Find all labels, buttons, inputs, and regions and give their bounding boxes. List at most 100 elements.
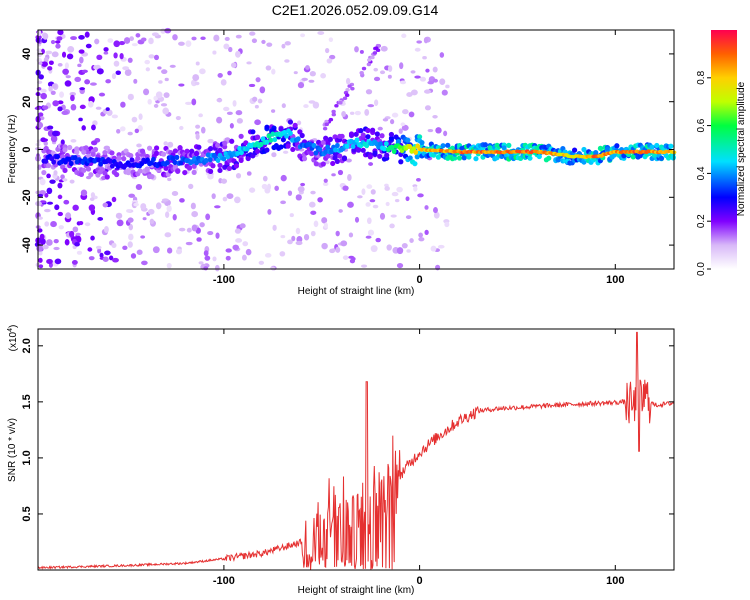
spectrogram-cell — [103, 226, 109, 233]
spectrogram-cell — [79, 87, 86, 91]
spectrogram-cell — [399, 80, 407, 85]
spectrogram-cell — [482, 142, 488, 148]
spectrogram-cell — [220, 178, 228, 184]
spectrogram-cell — [198, 113, 203, 118]
spectrogram-cell — [63, 199, 70, 205]
spectrogram-cell — [266, 133, 272, 139]
spectrogram-cell — [670, 154, 676, 160]
spectrogram-cell — [45, 162, 52, 169]
spectrogram-cell — [54, 204, 60, 211]
spectrogram-cell — [385, 201, 390, 207]
spectrogram-cell — [178, 160, 184, 166]
spectrogram-cell — [208, 168, 214, 174]
chart-title: C2E1.2026.052.09.09.G14 — [272, 2, 439, 18]
spectrogram-cell — [226, 165, 232, 172]
spectrogram-cell — [191, 224, 198, 232]
spectrogram-cell — [143, 88, 150, 96]
spectrogram-cell — [61, 110, 69, 116]
spectrogram-cell — [359, 49, 364, 54]
spectrogram-cell — [229, 138, 235, 144]
y-tick-label: 20 — [21, 96, 33, 108]
spectrogram-cell — [58, 225, 64, 230]
spectrogram-cell — [413, 149, 419, 155]
spectrogram-cell — [47, 125, 54, 130]
spectrogram-cell — [335, 142, 340, 149]
spectrogram-cell — [320, 73, 327, 79]
spectrogram-cell — [144, 167, 150, 173]
spectrogram-cell — [309, 71, 316, 77]
spectrogram-cell — [42, 138, 49, 142]
spectrogram-cell — [42, 32, 49, 40]
spectrogram-cell — [72, 226, 79, 233]
spectrogram-cell — [85, 166, 92, 172]
top-x-axis-label: Height of straight line (km) — [298, 286, 415, 297]
spectrogram-cell — [62, 147, 68, 153]
spectrogram-cell — [177, 145, 183, 151]
spectrogram-cell — [62, 167, 68, 174]
spectrogram-cell — [53, 238, 59, 244]
y-tick-label: 1.0 — [21, 450, 33, 465]
spectrogram-cell — [178, 83, 185, 87]
spectrogram-cell — [373, 67, 379, 72]
spectrogram-cell — [213, 34, 220, 42]
spectrogram-cell — [87, 247, 93, 252]
spectrogram-cell — [268, 137, 274, 143]
spectrogram-cell — [116, 155, 122, 161]
spectrogram-cell — [127, 57, 133, 63]
spectrogram-cell — [456, 155, 463, 161]
spectrogram-cell — [374, 131, 380, 137]
spectrogram-cell — [120, 126, 126, 132]
spectrogram-cell — [310, 230, 316, 237]
spectrogram-cell — [95, 106, 102, 110]
spectrogram-cell — [217, 162, 223, 168]
spectrogram-cell — [271, 152, 277, 158]
spectrogram-cell — [190, 202, 196, 210]
spectrogram-cell — [295, 240, 303, 246]
spectrogram-cell — [67, 144, 73, 151]
spectrogram-cell — [90, 235, 95, 241]
spectrogram-cell — [381, 146, 387, 152]
spectrogram-cell — [331, 173, 336, 177]
spectrogram-cell — [119, 52, 124, 60]
spectrogram-cell — [111, 73, 117, 80]
spectrogram-cell — [389, 119, 395, 125]
spectrogram-cell — [308, 79, 315, 83]
colorbar-tick-label: 0.8 — [696, 70, 707, 84]
spectrogram-cell — [264, 139, 270, 145]
spectrogram-cell — [297, 186, 305, 193]
spectrogram-cell — [391, 191, 399, 197]
colorbar-tick-label: 0.4 — [696, 166, 707, 180]
spectrogram-cell — [249, 187, 256, 193]
spectrogram-cell — [195, 61, 200, 66]
spectrogram-cell — [144, 59, 150, 65]
spectrogram-cell — [152, 246, 160, 254]
spectrogram-cell — [433, 207, 438, 214]
spectrogram-cell — [133, 78, 138, 84]
spectrogram-cell — [57, 211, 63, 217]
spectrogram-cell — [84, 222, 91, 227]
spectrogram-cell — [262, 175, 268, 182]
spectrogram-cell — [384, 152, 390, 158]
spectrogram-cell — [57, 194, 63, 200]
spectrogram-cell — [317, 31, 325, 35]
spectrogram-cell — [164, 232, 172, 238]
spectrogram-marks — [34, 27, 677, 272]
spectrogram-cell — [342, 96, 348, 101]
spectrogram-cell — [289, 213, 294, 218]
spectrogram-cell — [140, 235, 146, 239]
spectrogram-cell — [367, 154, 373, 160]
spectrogram-cell — [225, 248, 232, 253]
spectrogram-cell — [131, 43, 138, 47]
spectrogram-cell — [329, 248, 336, 254]
spectrogram-cell — [95, 245, 102, 250]
top-y-ticks: -40 -20 0 20 40 — [21, 48, 674, 253]
spectrogram-cell — [220, 79, 227, 86]
spectrogram-cell — [93, 65, 99, 70]
spectrogram-cell — [334, 103, 339, 108]
spectrogram-cell — [83, 145, 89, 151]
spectrogram-cell — [368, 162, 374, 166]
spectrogram-cell — [61, 51, 67, 58]
spectrogram-cell — [155, 91, 163, 99]
spectrogram-cell — [109, 163, 115, 169]
